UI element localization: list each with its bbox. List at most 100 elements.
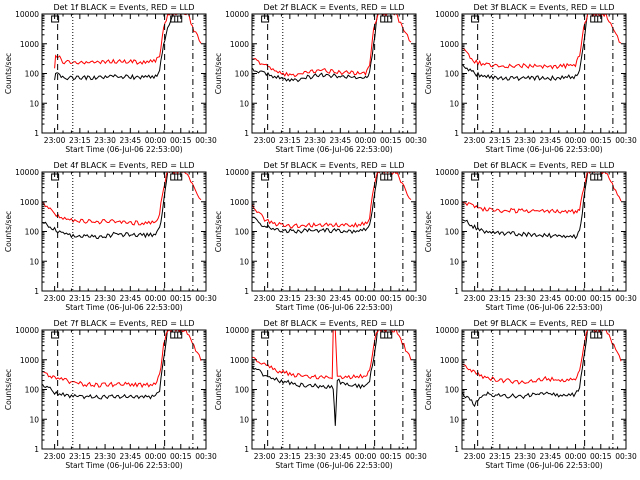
x-tick-label: 23:45: [329, 136, 351, 145]
x-axis-label: Start Time (06-Jul-06 22:53:00): [65, 145, 182, 154]
series-line-lld: [252, 330, 412, 380]
y-tick-label: 10: [29, 99, 39, 108]
axes-frame: [461, 329, 627, 450]
y-tick-label: 100: [25, 228, 40, 237]
x-tick-label: 00:30: [405, 136, 427, 145]
x-tick-label: 00:30: [195, 136, 217, 145]
x-tick-label: 00:30: [615, 294, 637, 303]
plot-title: Det 7f BLACK = Events, RED = LLD: [53, 319, 194, 328]
series-line-events: [252, 172, 379, 235]
flag-box: [170, 331, 179, 339]
x-tick-label: 23:00: [44, 452, 66, 461]
x-tick-label: 23:30: [304, 452, 326, 461]
x-tick-label: 00:30: [405, 452, 427, 461]
flag-box: [384, 15, 393, 23]
y-tick-label: 10: [239, 257, 249, 266]
y-tick-label: 1: [454, 287, 459, 296]
plot-title: Det 8f BLACK = Events, RED = LLD: [263, 319, 404, 328]
x-axis-label: Start Time (06-Jul-06 22:53:00): [485, 461, 602, 470]
x-tick-label: 23:15: [69, 452, 91, 461]
series-line-lld: [252, 14, 412, 78]
x-tick-label: 00:00: [145, 136, 167, 145]
x-tick-label: 00:15: [380, 452, 402, 461]
plot-panel-4: 1 10 100 1000 10000 23:00 23:15 23:30 23:45 00:00…: [4, 161, 217, 312]
y-tick-label: 1: [244, 445, 249, 454]
x-tick-label: 00:30: [615, 452, 637, 461]
x-tick-label: 00:15: [590, 294, 612, 303]
x-tick-label: 00:00: [145, 452, 167, 461]
x-axis-label: Start Time (06-Jul-06 22:53:00): [65, 303, 182, 312]
flag-box: [590, 331, 599, 339]
y-tick-label: 100: [445, 228, 460, 237]
y-tick-label: 1000: [230, 198, 249, 207]
y-tick-label: 1000: [440, 40, 459, 49]
x-tick-label: 00:30: [195, 452, 217, 461]
series-line-lld: [462, 330, 622, 385]
x-tick-label: 23:00: [254, 294, 276, 303]
x-tick-label: 00:15: [170, 294, 192, 303]
x-tick-label: 00:15: [380, 136, 402, 145]
x-tick-label: 23:30: [514, 452, 536, 461]
series-line-lld: [252, 172, 412, 229]
x-tick-label: 23:30: [514, 136, 536, 145]
axes-frame: [461, 13, 627, 134]
plot-title: Det 1f BLACK = Events, RED = LLD: [53, 3, 194, 12]
x-axis-label: Start Time (06-Jul-06 22:53:00): [275, 303, 392, 312]
y-axis-label: Counts/sec: [424, 369, 433, 410]
y-tick-label: 1: [34, 129, 39, 138]
x-tick-label: 23:30: [514, 294, 536, 303]
plot-title: Det 3f BLACK = Events, RED = LLD: [473, 3, 614, 12]
x-tick-label: 23:45: [329, 452, 351, 461]
x-tick-label: 00:15: [590, 452, 612, 461]
y-tick-label: 1000: [440, 356, 459, 365]
x-tick-label: 00:00: [145, 294, 167, 303]
plot-title: Det 4f BLACK = Events, RED = LLD: [53, 161, 194, 170]
flag-box: [590, 173, 599, 181]
series-line-events: [252, 330, 379, 426]
flag-box: [174, 331, 183, 339]
series-line-lld: [42, 330, 202, 389]
y-tick-label: 10: [239, 415, 249, 424]
x-tick-label: 23:15: [279, 136, 301, 145]
x-tick-label: 23:00: [44, 294, 66, 303]
y-tick-label: 1000: [230, 356, 249, 365]
plot-panel-9: 1 10 100 1000 10000 23:00 23:15 23:30 23:45 00:00…: [424, 319, 637, 470]
y-tick-label: 10000: [15, 10, 39, 19]
y-tick-label: 100: [25, 70, 40, 79]
flag-box: [174, 173, 183, 181]
y-tick-label: 10000: [15, 326, 39, 335]
flag-box: [384, 173, 393, 181]
flag-box: [594, 15, 603, 23]
y-tick-label: 10000: [225, 10, 249, 19]
plot-panel-6: 1 10 100 1000 10000 23:00 23:15 23:30 23:45 00:00…: [424, 161, 637, 312]
flag-box: [380, 331, 389, 339]
y-tick-label: 1: [454, 129, 459, 138]
y-tick-label: 10: [29, 257, 39, 266]
y-tick-label: 10: [239, 99, 249, 108]
y-tick-label: 100: [445, 386, 460, 395]
series-line-events: [42, 172, 169, 240]
y-tick-label: 100: [235, 228, 250, 237]
y-tick-label: 1: [34, 445, 39, 454]
flag-box: [174, 15, 183, 23]
y-axis-label: Counts/sec: [214, 53, 223, 94]
y-tick-label: 100: [235, 70, 250, 79]
y-tick-label: 10: [449, 415, 459, 424]
x-tick-label: 23:30: [94, 136, 116, 145]
y-tick-label: 100: [445, 70, 460, 79]
y-axis-label: Counts/sec: [4, 53, 13, 94]
y-axis-label: Counts/sec: [214, 369, 223, 410]
y-tick-label: 10000: [435, 326, 459, 335]
plot-title: Det 6f BLACK = Events, RED = LLD: [473, 161, 614, 170]
x-tick-label: 00:15: [170, 136, 192, 145]
x-tick-label: 23:30: [94, 452, 116, 461]
x-tick-label: 23:45: [119, 136, 141, 145]
series-line-events: [462, 14, 589, 82]
y-axis-label: Counts/sec: [4, 211, 13, 252]
series-line-events: [462, 330, 588, 408]
x-tick-label: 23:15: [489, 294, 511, 303]
x-tick-label: 00:15: [170, 452, 192, 461]
y-axis-label: Counts/sec: [424, 211, 433, 252]
y-tick-label: 10000: [225, 168, 249, 177]
